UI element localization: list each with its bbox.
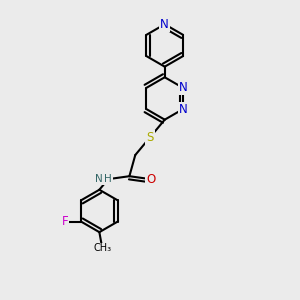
Text: F: F <box>61 215 68 228</box>
Text: N: N <box>179 103 188 116</box>
Text: O: O <box>146 172 155 186</box>
Text: N: N <box>160 18 169 31</box>
Text: S: S <box>146 131 154 144</box>
Text: N: N <box>179 81 188 94</box>
Text: N: N <box>95 174 103 184</box>
Text: CH₃: CH₃ <box>93 243 111 253</box>
Text: H: H <box>104 174 112 184</box>
